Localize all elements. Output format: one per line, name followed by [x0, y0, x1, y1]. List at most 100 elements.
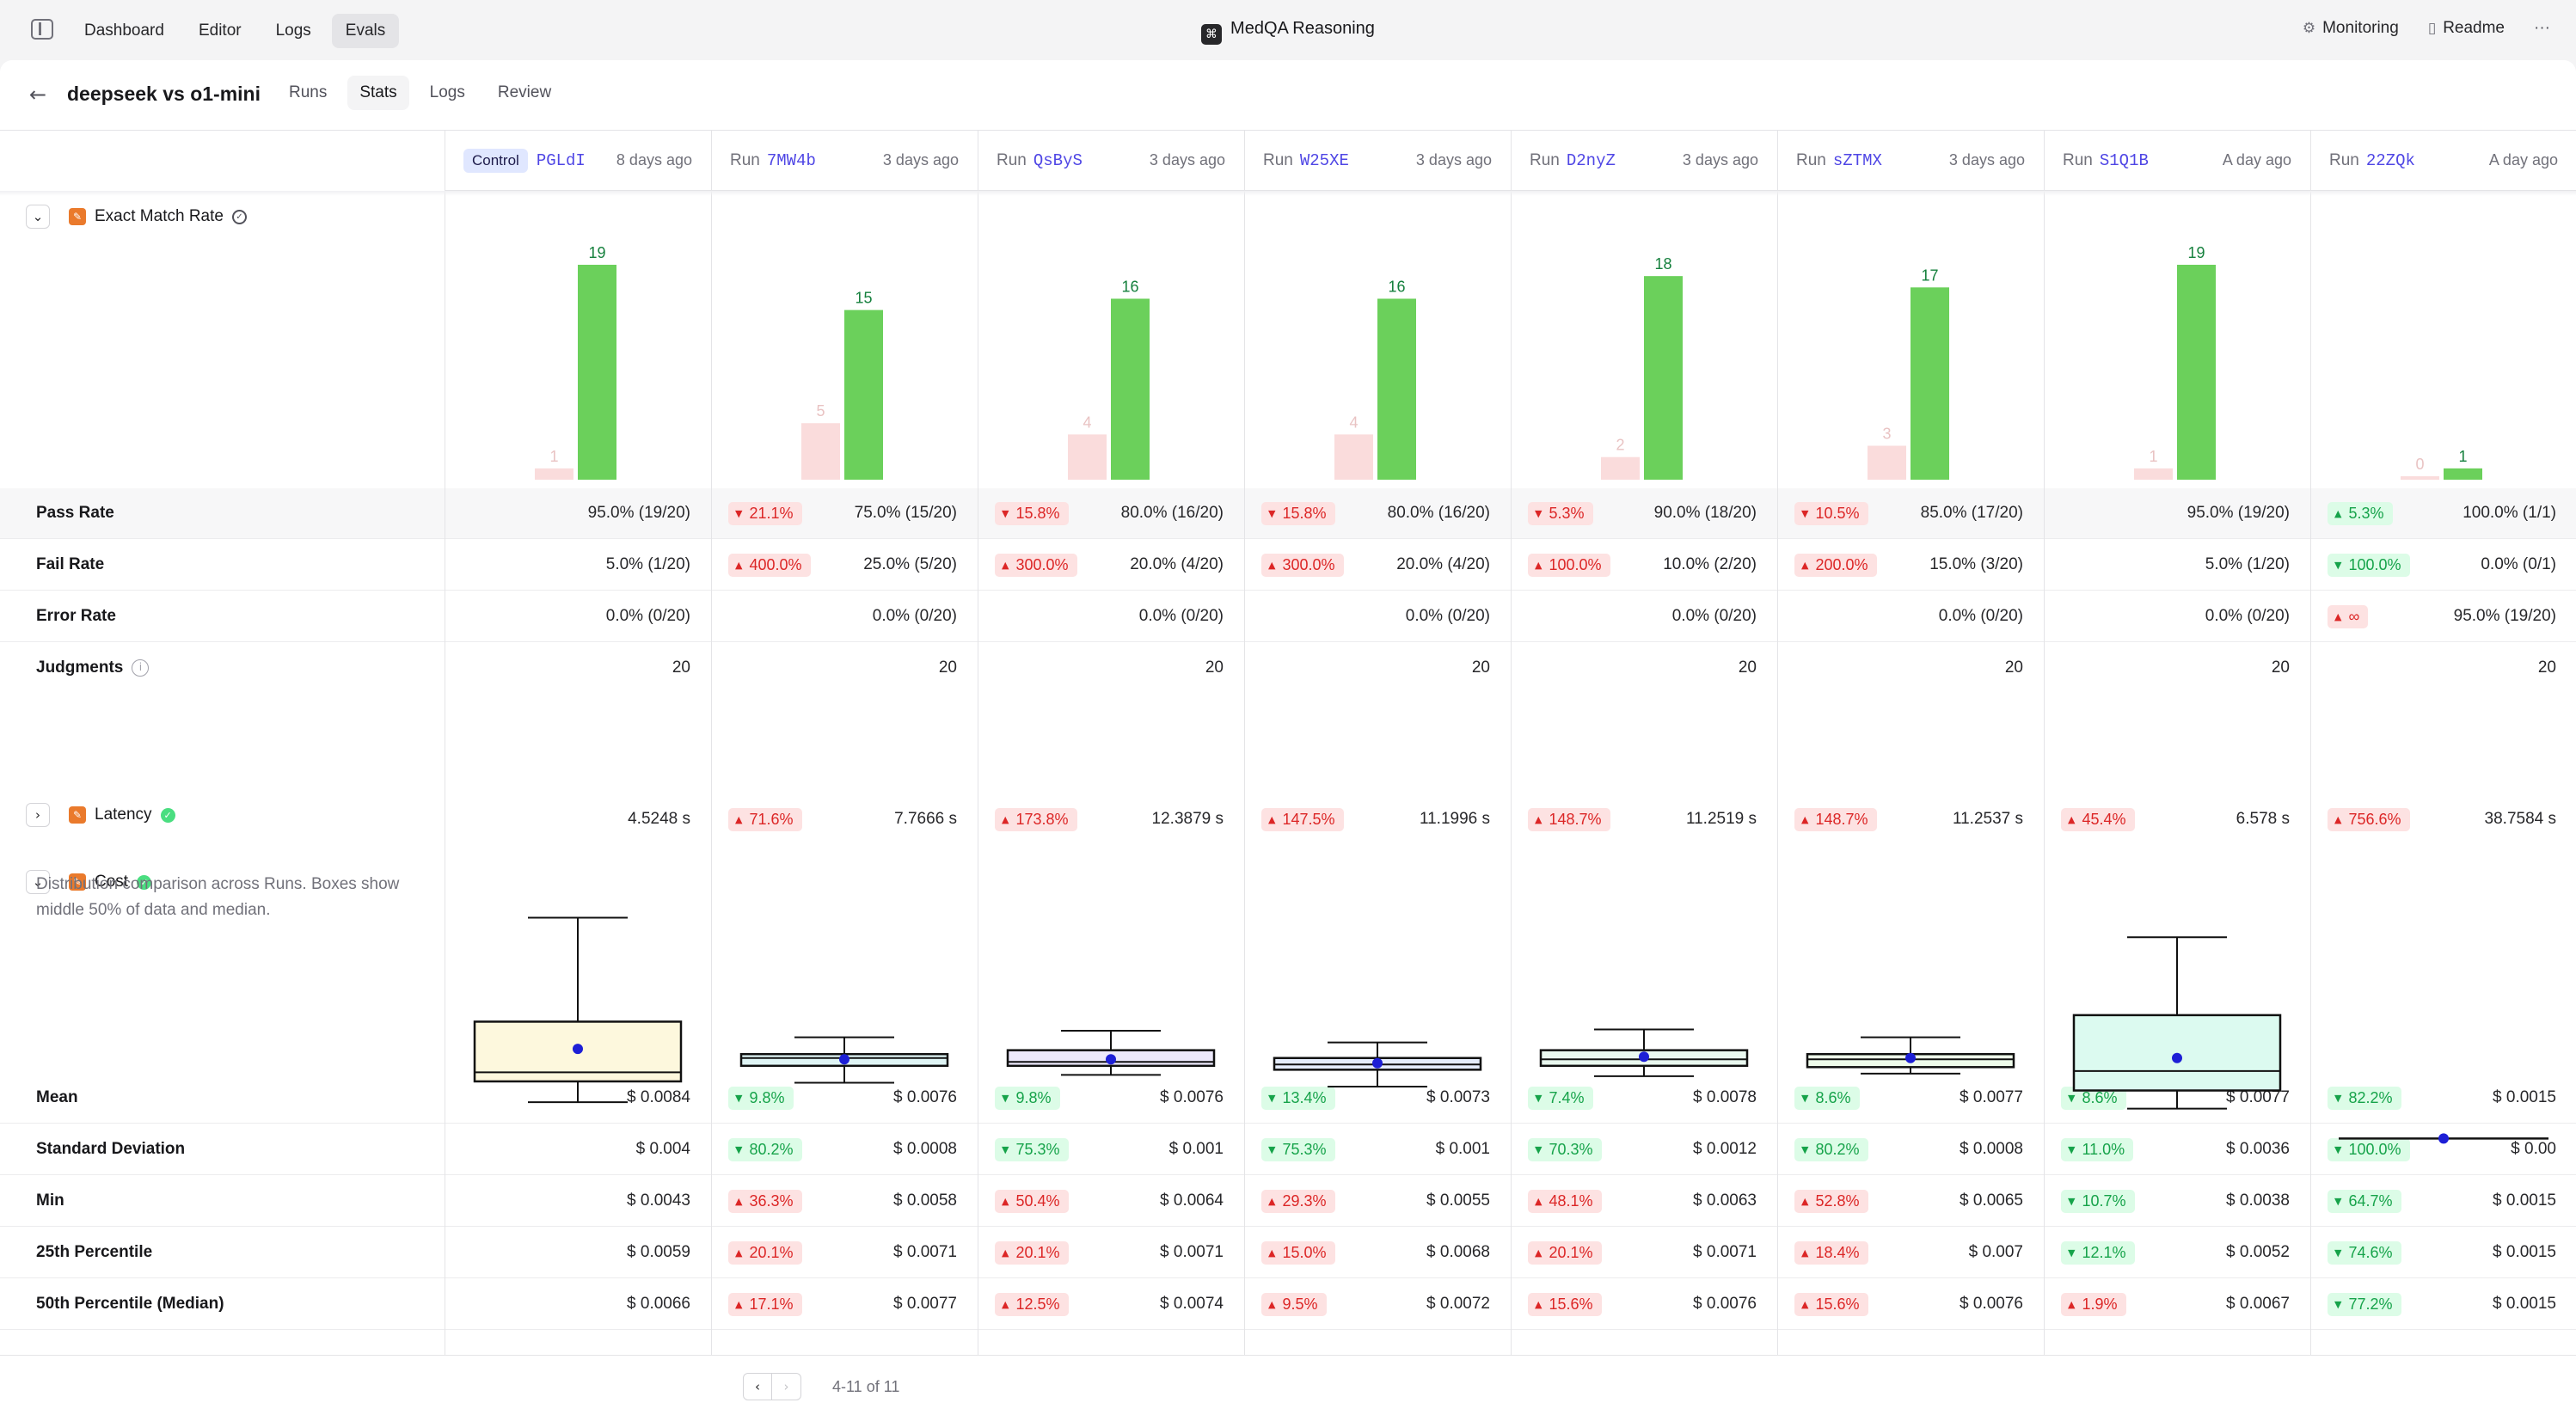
monitoring-button[interactable]: ⚙ Monitoring — [2303, 19, 2399, 38]
triangle-up-icon: ▲ — [2334, 610, 2342, 622]
row-divider — [0, 1123, 2576, 1124]
section-exact-match-title: Exact Match Rate — [95, 207, 224, 225]
tab-runs[interactable]: Runs — [289, 83, 328, 101]
delta-value: 12.1% — [2082, 1243, 2126, 1261]
delta-badge: ▼ 8.6% — [1794, 1086, 1860, 1110]
run-id-link[interactable]: W25XE — [1299, 150, 1349, 170]
delta-value: 148.7% — [1815, 810, 1868, 828]
triangle-down-icon: ▼ — [1002, 1092, 1009, 1104]
run-header-7MW4b[interactable]: Run 7MW4b 3 days ago — [711, 131, 978, 191]
cost-description: Distribution comparison across Runs. Box… — [36, 875, 400, 919]
cost-4-cell: ▲ 15.6% $ 0.0076 — [1511, 1279, 1777, 1329]
run-header-QsByS[interactable]: Run QsByS 3 days ago — [978, 131, 1244, 191]
nav-dashboard[interactable]: Dashboard — [84, 21, 164, 40]
section-exact-match[interactable]: ⌄ ✎ Exact Match Rate ✓ — [26, 205, 247, 229]
cost-3-cell: ▲ 20.1% $ 0.0071 — [1511, 1228, 1777, 1277]
arrow-left-icon[interactable]: ← — [29, 83, 47, 107]
run-id-link[interactable]: S1Q1B — [2099, 150, 2149, 170]
exact-2-cell: 0.0% (0/20) — [978, 591, 1244, 641]
exact-2-cell: 0.0% (0/20) — [445, 591, 711, 641]
cost-2-cell: ▼ 10.7% $ 0.0038 — [2044, 1176, 2310, 1226]
tab-review[interactable]: Review — [497, 83, 552, 101]
info-icon[interactable]: i — [132, 659, 150, 677]
page-info: 4-11 of 11 — [832, 1378, 900, 1395]
section-latency-title: Latency — [95, 806, 152, 824]
cost-0-cell: ▼ 82.2% $ 0.0015 — [2310, 1073, 2576, 1123]
delta-badge: ▲ 173.8% — [995, 807, 1077, 831]
cell-value: 20 — [672, 658, 690, 677]
chevron-down-icon[interactable]: ⌄ — [26, 870, 50, 894]
run-header-PGLdI[interactable]: Control PGLdI 8 days ago — [445, 131, 711, 191]
run-header-S1Q1B[interactable]: Run S1Q1B A day ago — [2044, 131, 2310, 191]
nav-evals[interactable]: Evals — [331, 14, 400, 48]
more-menu-icon[interactable]: ··· — [2534, 19, 2550, 37]
delta-badge: ▲ 52.8% — [1794, 1189, 1868, 1213]
run-id-link[interactable]: sZTMX — [1832, 150, 1882, 170]
run-header-W25XE[interactable]: Run W25XE 3 days ago — [1244, 131, 1511, 191]
delta-value: 36.3% — [749, 1191, 794, 1210]
cell-value: 12.3879 s — [1151, 810, 1224, 828]
column-divider — [1511, 131, 1512, 1415]
next-page-button[interactable]: › — [772, 1373, 801, 1400]
delta-badge: ▼ 75.3% — [995, 1137, 1069, 1161]
run-header-sZTMX[interactable]: Run sZTMX 3 days ago — [1777, 131, 2044, 191]
delta-badge: ▲ 5.3% — [2328, 501, 2393, 525]
cost-0-cell: $ 0.0084 — [445, 1073, 711, 1123]
run-header-D2nyZ[interactable]: Run D2nyZ 3 days ago — [1511, 131, 1777, 191]
cost-3-cell: ▼ 74.6% $ 0.0015 — [2310, 1228, 2576, 1277]
scorer-icon: ✎ — [69, 208, 86, 225]
delta-value: 18.4% — [1815, 1243, 1860, 1261]
box-mean-dot — [2172, 1052, 2182, 1063]
cell-value: $ 0.0084 — [627, 1088, 690, 1106]
cell-value: 20 — [1205, 658, 1224, 677]
run-id-link[interactable]: D2nyZ — [1566, 150, 1616, 170]
row-divider — [0, 641, 2576, 642]
exact-3-cell: 20 — [2044, 643, 2310, 693]
delta-badge: ▲ 45.4% — [2061, 807, 2135, 831]
fail-count-label: 0 — [2415, 456, 2424, 473]
section-cost-title: Cost — [95, 873, 129, 891]
row-divider — [0, 1277, 2576, 1278]
triangle-up-icon: ▲ — [1268, 559, 1276, 571]
nav-logs[interactable]: Logs — [275, 21, 311, 40]
cell-value: $ 0.0012 — [1693, 1140, 1757, 1158]
run-id-link[interactable]: 22ZQk — [2365, 150, 2415, 170]
nav-editor[interactable]: Editor — [198, 21, 242, 40]
box-mean-dot — [573, 1044, 583, 1055]
exact-3-cell: 20 — [711, 643, 978, 693]
section-latency[interactable]: › ✎ Latency ✓ — [26, 803, 175, 827]
prev-page-button[interactable]: ‹ — [743, 1373, 772, 1400]
sidebar-toggle-icon[interactable] — [31, 19, 53, 40]
cell-value: $ 0.0067 — [2226, 1295, 2290, 1313]
latency-cell: ▲ 756.6% 38.7584 s — [2310, 794, 2576, 844]
top-right-actions: ⚙ Monitoring ▯ Readme ··· — [2303, 19, 2550, 38]
run-id-link[interactable]: 7MW4b — [766, 150, 816, 170]
cell-value: 0.0% (0/1) — [2481, 555, 2556, 573]
cell-value: 100.0% (1/1) — [2463, 504, 2556, 522]
row-label-25th-percentile: 25th Percentile — [36, 1228, 152, 1277]
chevron-down-icon[interactable]: ⌄ — [26, 205, 50, 229]
run-label: Run — [1796, 150, 1826, 169]
exact-1-cell: ▲ 300.0% 20.0% (4/20) — [978, 540, 1244, 590]
run-id-link[interactable]: QsByS — [1033, 150, 1083, 170]
cost-0-cell: ▼ 13.4% $ 0.0073 — [1244, 1073, 1511, 1123]
run-header-22ZQk[interactable]: Run 22ZQk A day ago — [2310, 131, 2576, 191]
delta-badge: ▲ 400.0% — [728, 553, 811, 577]
delta-value: 45.4% — [2082, 810, 2126, 828]
run-id-link[interactable]: PGLdI — [536, 150, 586, 170]
tab-logs[interactable]: Logs — [429, 83, 465, 101]
readme-button[interactable]: ▯ Readme — [2428, 19, 2505, 38]
delta-badge: ▼ 21.1% — [728, 501, 802, 525]
tab-stats[interactable]: Stats — [347, 76, 409, 110]
delta-value: 75.3% — [1015, 1140, 1060, 1158]
readme-label: Readme — [2443, 19, 2505, 37]
delta-badge: ▲ 29.3% — [1261, 1189, 1335, 1213]
exact-3-cell: 20 — [445, 643, 711, 693]
exact-2-cell: 0.0% (0/20) — [2044, 591, 2310, 641]
section-cost[interactable]: ⌄ ✎ Cost ✓ — [26, 870, 152, 894]
chevron-right-icon[interactable]: › — [26, 803, 50, 827]
delta-badge: ▲ 15.6% — [1528, 1292, 1602, 1316]
triangle-down-icon: ▼ — [735, 507, 743, 519]
delta-value: 20.1% — [1015, 1243, 1060, 1261]
page-header: ← deepseek vs o1-mini Runs Stats Logs Re… — [0, 60, 2576, 131]
